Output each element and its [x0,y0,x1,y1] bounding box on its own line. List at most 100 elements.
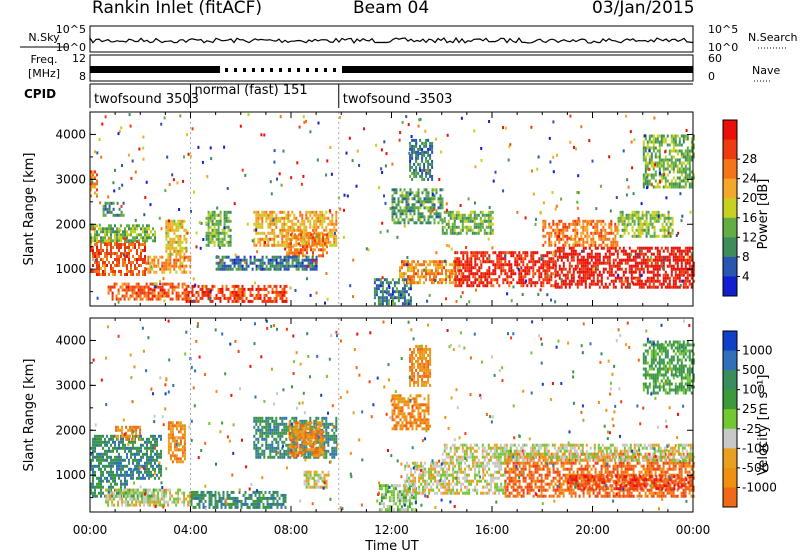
power-cell [650,246,653,250]
power-scatter-cell [107,236,110,240]
velocity-cell [92,485,94,489]
power-cell [223,296,226,300]
power-cell [433,197,436,201]
power-cell [425,156,428,160]
power-scatter-cell [195,231,198,235]
velocity-cell [154,467,156,471]
power-cell [159,291,162,295]
power-cell [518,272,521,276]
power-cell [550,272,553,276]
power-cell [664,185,667,189]
power-cell [124,233,126,237]
power-cell [373,290,376,294]
power-scatter-cell [553,250,556,254]
power-cell [286,239,288,243]
power-cell [111,297,114,301]
power-cell [532,281,535,285]
power-cell [632,249,635,253]
power-cell [251,261,254,265]
power-cell [688,149,691,153]
power-scatter-cell [660,261,663,265]
power-cell [94,191,96,195]
power-cell [169,240,172,244]
velocity-cell [116,461,118,465]
velocity-cell [114,473,116,477]
power-cell [500,272,503,276]
power-cell [625,225,628,229]
velocity-cell [126,464,128,468]
power-cell [269,258,272,262]
power-cell [197,284,200,288]
power-cell [409,206,412,210]
power-scatter-cell [509,143,512,147]
power-cell [163,261,166,265]
power-cell [104,233,106,237]
velocity-cell [156,452,158,456]
power-cell [265,287,268,291]
power-cell [570,279,573,283]
power-cell [574,231,577,235]
power-cell [137,285,140,289]
power-cell [92,246,94,249]
power-cell [229,290,232,294]
power-cell [572,279,575,283]
power-cell [273,234,276,238]
power-cell [399,269,401,273]
power-cell [293,264,296,268]
power-cell [658,155,661,159]
power-cell [407,191,410,195]
power-cell [518,281,521,285]
power-cell [480,281,483,285]
power-cell [572,270,575,274]
power-cell [690,276,693,280]
power-cell [229,243,232,247]
power-cell [169,219,172,223]
power-cell [463,216,466,220]
power-cell [131,291,134,295]
power-cell [544,240,547,244]
power-cell [155,255,158,259]
power-cell [534,272,537,276]
power-scatter-cell [117,132,120,136]
power-cell [490,278,493,282]
power-cell [213,210,216,214]
power-cell [682,179,685,183]
power-cell [633,234,636,238]
power-cell [548,222,551,226]
velocity-cell [146,440,148,444]
power-cell [684,170,687,174]
power-cell [686,270,689,274]
velocity-cell [150,461,152,465]
power-cell [530,251,533,255]
velocity-cell [146,455,148,459]
power-cell [680,149,683,153]
power-cell [102,273,104,276]
power-cell [110,249,112,252]
power-scatter-cell [633,138,636,142]
power-cell [451,263,453,267]
power-cell [610,231,613,235]
velocity-cell [118,455,120,459]
power-cell [653,228,656,232]
power-cell [473,222,476,226]
power-cell [660,258,663,262]
power-cell [476,251,479,255]
power-cell [257,222,260,226]
power-cell [656,249,659,253]
power-cell [173,237,176,241]
freq-tick-top: 12 [72,52,86,65]
power-cell [608,252,611,256]
power-cell [209,240,212,244]
power-cell [632,258,635,262]
power-cell [395,203,398,207]
power-cell [132,255,134,258]
power-cell [564,240,567,244]
power-cell [658,258,661,262]
power-cell [435,269,437,273]
power-cell [98,264,100,267]
power-cell [522,281,525,285]
power-cell [688,249,691,253]
power-cell [508,281,511,285]
power-cell [313,219,316,223]
